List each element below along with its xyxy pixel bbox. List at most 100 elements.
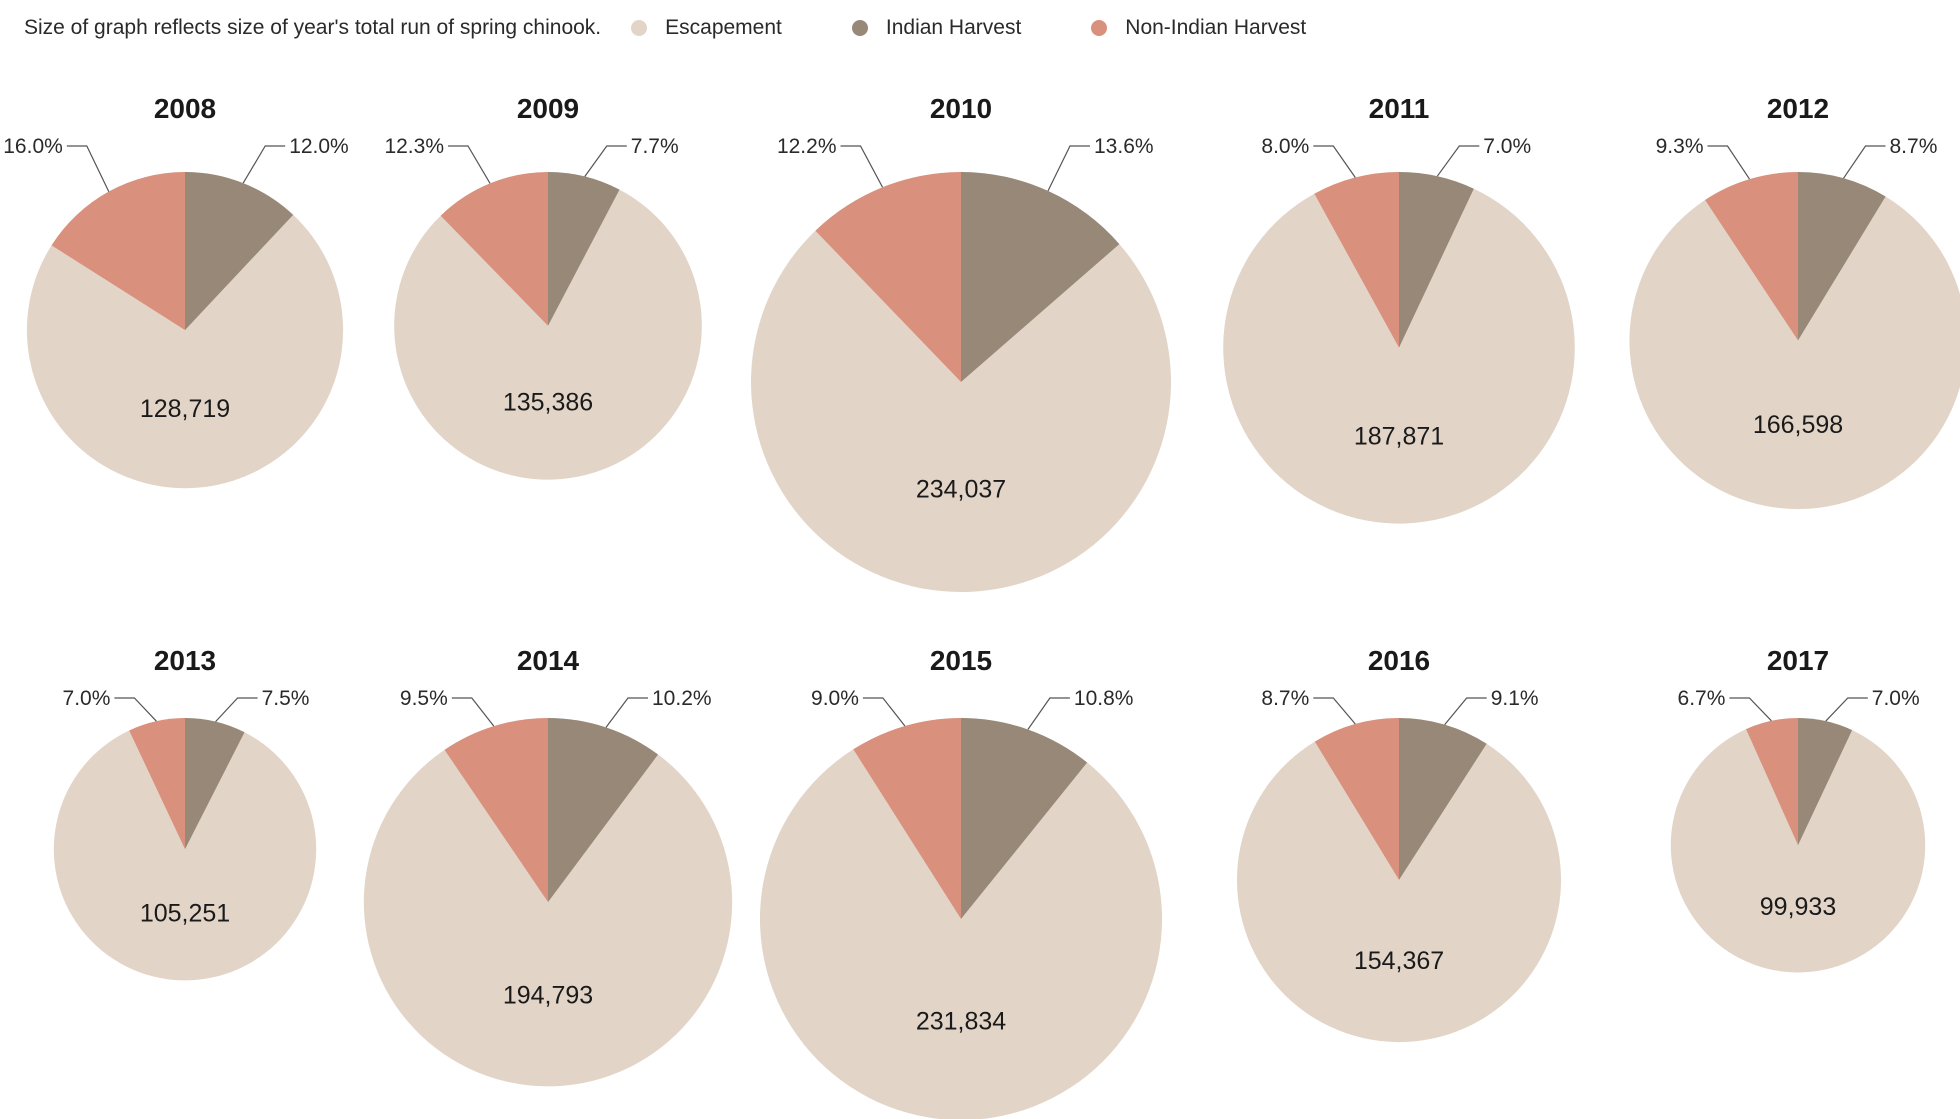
slice-non-indian-harvest-2013 xyxy=(129,718,185,850)
slice-escapement-2017 xyxy=(1670,729,1926,973)
slice-escapement-2014 xyxy=(363,749,733,1087)
year-label-2009: 2009 xyxy=(517,93,579,124)
year-label-2013: 2013 xyxy=(154,645,216,676)
pie-2009: 2009 7.7% 12.3% 135,386 xyxy=(384,93,702,480)
legend-swatch-escapement xyxy=(631,20,648,36)
slice-escapement-2015 xyxy=(759,749,1163,1119)
slice-non-indian-harvest-2017 xyxy=(1746,718,1798,846)
leader-non-indian-2011 xyxy=(1313,145,1356,178)
legend-item-non-indian-harvest: Non-Indian Harvest xyxy=(1091,16,1306,40)
pct-label-indian-2013: 7.5% xyxy=(262,687,310,710)
leader-indian-2012 xyxy=(1843,145,1886,179)
value-label-2010: 234,037 xyxy=(916,476,1006,504)
value-label-2009: 135,386 xyxy=(503,388,593,416)
leader-non-indian-2014 xyxy=(451,697,495,727)
leader-non-indian-2017 xyxy=(1729,697,1772,722)
leader-non-indian-2013 xyxy=(114,697,157,722)
leader-non-indian-2016 xyxy=(1313,697,1356,725)
pct-label-non-indian-2011: 8.0% xyxy=(1261,135,1309,158)
pct-label-non-indian-2017: 6.7% xyxy=(1678,687,1726,710)
pie-2013: 2013 7.5% 7.0% 105,251 xyxy=(53,645,317,981)
legend-label-escapement: Escapement xyxy=(665,16,782,39)
pct-label-indian-2011: 7.0% xyxy=(1483,135,1531,158)
value-label-2013: 105,251 xyxy=(140,899,230,927)
legend-swatch-non-indian-harvest xyxy=(1091,20,1108,36)
leader-indian-2008 xyxy=(242,145,286,184)
legend-swatch-indian-harvest xyxy=(851,20,868,36)
pie-2008: 2008 12.0% 16.0% 128,719 xyxy=(3,93,349,489)
pct-label-indian-2016: 9.1% xyxy=(1491,687,1539,710)
slice-escapement-2016 xyxy=(1236,741,1562,1043)
leader-non-indian-2009 xyxy=(448,145,491,184)
leader-indian-2011 xyxy=(1436,145,1480,177)
value-label-2011: 187,871 xyxy=(1354,423,1444,451)
leader-indian-2014 xyxy=(605,697,648,728)
slice-indian-harvest-2008 xyxy=(185,172,294,331)
pct-label-indian-2008: 12.0% xyxy=(289,135,349,158)
pie-2014: 2014 10.2% 9.5% 194,793 xyxy=(363,645,733,1087)
pie-2011: 2011 7.0% 8.0% 187,871 xyxy=(1223,93,1575,524)
slice-indian-harvest-2012 xyxy=(1798,172,1886,341)
leader-non-indian-2010 xyxy=(840,145,884,188)
pct-label-non-indian-2016: 8.7% xyxy=(1261,687,1309,710)
slice-indian-harvest-2015 xyxy=(961,718,1088,920)
slice-non-indian-harvest-2012 xyxy=(1705,172,1798,341)
value-label-2008: 128,719 xyxy=(140,395,230,423)
year-label-2014: 2014 xyxy=(517,645,580,676)
pie-2010: 2010 13.6% 12.2% 234,037 xyxy=(750,93,1171,593)
slice-non-indian-harvest-2011 xyxy=(1314,171,1399,348)
value-label-2012: 166,598 xyxy=(1753,411,1843,439)
slice-escapement-2008 xyxy=(26,214,344,489)
slice-escapement-2010 xyxy=(750,230,1171,593)
slice-escapement-2009 xyxy=(394,189,702,480)
leader-indian-2010 xyxy=(1047,145,1090,192)
year-label-2015: 2015 xyxy=(930,645,992,676)
pct-label-non-indian-2009: 12.3% xyxy=(384,135,444,158)
pct-label-non-indian-2014: 9.5% xyxy=(400,687,448,710)
year-label-2008: 2008 xyxy=(154,93,216,124)
pct-label-non-indian-2008: 16.0% xyxy=(3,135,63,158)
slice-indian-harvest-2014 xyxy=(548,718,659,903)
pct-label-non-indian-2013: 7.0% xyxy=(63,687,111,710)
pct-label-indian-2014: 10.2% xyxy=(652,687,712,710)
pie-2012: 2012 8.7% 9.3% 166,598 xyxy=(1629,93,1960,510)
legend-label-non-indian-harvest: Non-Indian Harvest xyxy=(1125,16,1307,39)
legend-label-indian-harvest: Indian Harvest xyxy=(885,16,1022,39)
year-label-2011: 2011 xyxy=(1369,93,1430,124)
pie-2017: 2017 7.0% 6.7% 99,933 xyxy=(1670,645,1926,973)
leader-indian-2009 xyxy=(584,145,627,177)
slice-indian-harvest-2010 xyxy=(961,172,1120,382)
year-label-2017: 2017 xyxy=(1767,645,1829,676)
slice-indian-harvest-2013 xyxy=(185,718,245,850)
leader-indian-2013 xyxy=(215,697,258,723)
slice-non-indian-harvest-2010 xyxy=(815,172,961,382)
leader-non-indian-2015 xyxy=(862,697,906,727)
slice-indian-harvest-2016 xyxy=(1399,718,1487,881)
year-label-2012: 2012 xyxy=(1767,93,1829,124)
slice-indian-harvest-2017 xyxy=(1798,718,1853,846)
pct-label-indian-2010: 13.6% xyxy=(1094,135,1154,158)
legend-item-escapement: Escapement xyxy=(631,16,782,40)
slice-non-indian-harvest-2008 xyxy=(51,172,186,331)
legend: Size of graph reflects size of year's to… xyxy=(24,8,1376,48)
slice-escapement-2011 xyxy=(1223,188,1575,524)
value-label-2016: 154,367 xyxy=(1354,947,1444,975)
slice-escapement-2012 xyxy=(1629,196,1960,510)
pct-label-indian-2017: 7.0% xyxy=(1872,687,1920,710)
pct-label-indian-2015: 10.8% xyxy=(1074,687,1134,710)
slice-indian-harvest-2011 xyxy=(1399,172,1474,348)
value-label-2015: 231,834 xyxy=(916,1008,1006,1036)
year-label-2016: 2016 xyxy=(1368,645,1430,676)
leader-non-indian-2012 xyxy=(1707,145,1750,180)
pie-2016: 2016 9.1% 8.7% 154,367 xyxy=(1236,645,1562,1043)
pct-label-non-indian-2012: 9.3% xyxy=(1656,135,1704,158)
leader-indian-2017 xyxy=(1825,697,1868,722)
legend-item-indian-harvest: Indian Harvest xyxy=(851,16,1022,40)
slice-non-indian-harvest-2016 xyxy=(1314,718,1399,881)
leader-indian-2016 xyxy=(1444,697,1487,725)
year-label-2010: 2010 xyxy=(930,93,992,124)
pct-label-non-indian-2010: 12.2% xyxy=(777,135,837,158)
pie-2015: 2015 10.8% 9.0% 231,834 xyxy=(759,645,1163,1119)
value-label-2017: 99,933 xyxy=(1760,893,1836,921)
